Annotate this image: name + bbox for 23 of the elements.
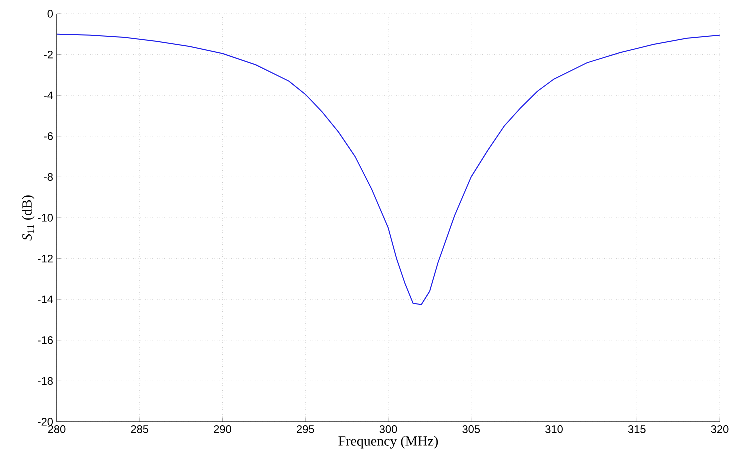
x-axis-title: Frequency (MHz) xyxy=(338,436,438,449)
x-tick-label: 300 xyxy=(380,426,398,434)
x-tick-label: 285 xyxy=(131,426,149,434)
x-tick-label: 280 xyxy=(48,426,66,434)
y-tick-label: -8 xyxy=(44,173,53,182)
line-series xyxy=(57,34,720,306)
y-tick-label: -2 xyxy=(44,50,53,59)
y-axis-title: S$_{11}$ (dB) xyxy=(22,196,35,241)
y-tick-label: -6 xyxy=(44,132,53,140)
y-tick-label: -16 xyxy=(38,336,53,344)
y-tick-label: -14 xyxy=(38,296,54,304)
x-tick-label: 310 xyxy=(546,426,563,434)
x-tick-label: 295 xyxy=(297,426,314,434)
y-tick-label: -18 xyxy=(38,377,53,386)
y-tick-label: -20 xyxy=(38,418,54,426)
x-tick-label: 320 xyxy=(711,426,729,434)
y-tick-label: -10 xyxy=(38,214,54,222)
x-tick-label: 290 xyxy=(214,426,232,434)
y-tick-label: -4 xyxy=(44,92,54,100)
x-tick-label: 315 xyxy=(628,426,646,434)
x-tick-label: 305 xyxy=(462,426,480,434)
y-tick-label: -12 xyxy=(38,254,53,263)
y-tick-label: 0 xyxy=(48,10,54,18)
